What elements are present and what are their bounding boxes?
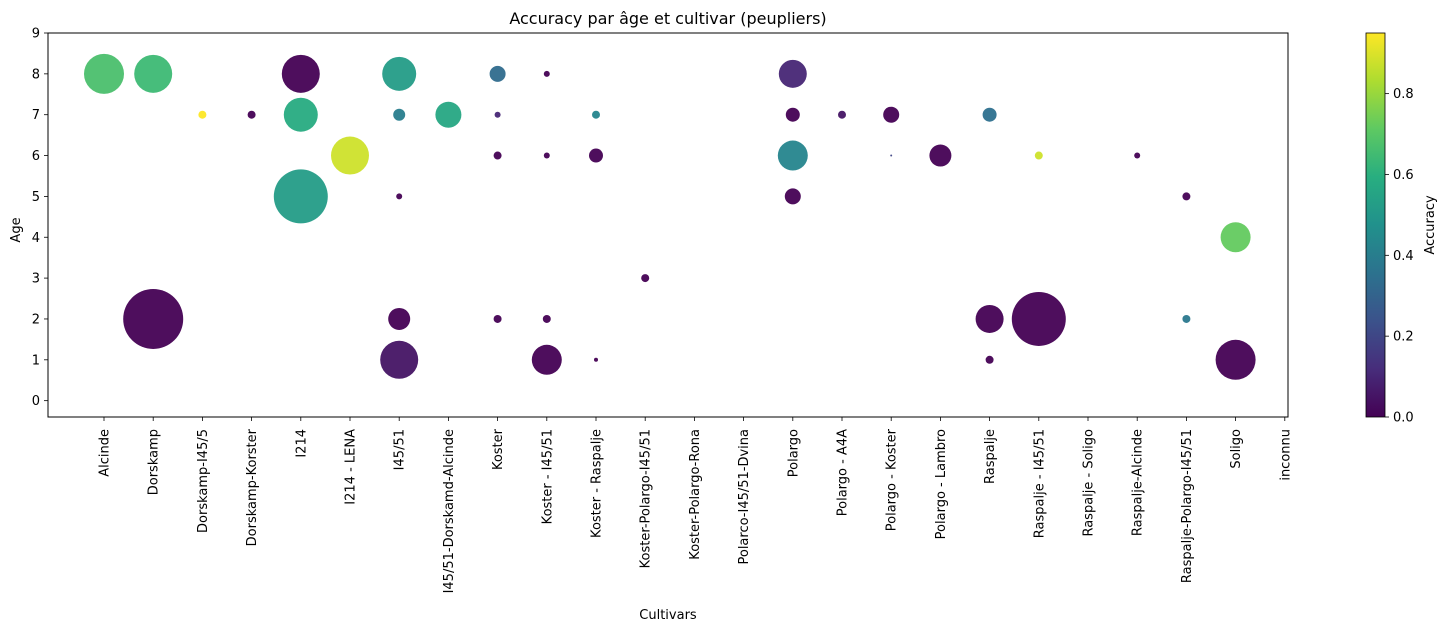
data-point (890, 154, 893, 157)
data-point (778, 59, 807, 88)
data-point (543, 152, 550, 159)
colorbar-tick-label: 0.8 (1393, 87, 1414, 102)
x-tick-label: Raspalje (983, 429, 998, 484)
data-point (1215, 339, 1256, 380)
data-point (273, 169, 328, 224)
x-tick-label: Polargo - Koster (885, 428, 900, 531)
data-point (785, 107, 800, 122)
x-tick-label: Koster - I45/51 (540, 429, 555, 524)
data-point (592, 110, 600, 119)
data-point (784, 188, 801, 205)
x-tick-label: Raspalje-Alcinde (1131, 429, 1146, 536)
y-axis-ticks: 0 1 2 3 4 5 6 7 8 9 (32, 27, 48, 409)
data-point (1182, 314, 1191, 323)
y-tick-label: 4 (32, 231, 40, 246)
y-tick-label: 2 (32, 312, 40, 327)
data-point (1220, 222, 1251, 253)
data-point (883, 106, 900, 123)
data-point (84, 53, 124, 94)
x-tick-label: Polargo (786, 429, 801, 477)
y-tick-label: 6 (32, 149, 40, 164)
x-tick-label: Koster - Raspalje (590, 429, 605, 538)
x-tick-label: inconnu (1278, 429, 1293, 481)
colorbar-label: Accuracy (1423, 195, 1438, 255)
y-tick-label: 7 (32, 108, 40, 123)
y-tick-label: 9 (32, 27, 40, 42)
data-point (1182, 192, 1191, 201)
x-tick-label: Soligo (1229, 429, 1244, 469)
data-point (393, 108, 406, 121)
data-point (380, 340, 419, 379)
x-tick-label: I45/51-Dorskamd-Alcinde (442, 429, 457, 593)
data-point (331, 136, 369, 175)
colorbar-tick-label: 0.4 (1393, 249, 1414, 264)
x-tick-label: Dorskamp-Korster (245, 428, 260, 546)
y-tick-label: 5 (32, 190, 40, 205)
data-point (543, 70, 550, 77)
data-point (929, 144, 952, 167)
x-tick-label: Koster-Polargo-I45/51 (639, 429, 654, 568)
x-tick-label: Koster (491, 428, 506, 470)
colorbar (1365, 32, 1386, 418)
points-layer (84, 53, 1256, 380)
x-tick-label: I45/51 (393, 429, 408, 470)
plot-frame (47, 32, 1289, 418)
x-tick-label: Raspalje - I45/51 (1032, 429, 1047, 538)
data-point (1134, 152, 1141, 159)
data-point (493, 314, 502, 323)
x-tick-label: Polarco-I45/51-Dvina (737, 429, 752, 565)
data-point (1011, 291, 1066, 346)
data-point (493, 151, 502, 160)
data-point (396, 193, 403, 200)
colorbar-tick-label: 0.6 (1393, 168, 1414, 183)
x-tick-label: I214 - LENA (344, 429, 359, 505)
data-point (388, 307, 411, 330)
y-tick-label: 8 (32, 67, 40, 82)
data-point (382, 56, 417, 91)
y-tick-label: 3 (32, 272, 40, 287)
data-point (247, 110, 256, 119)
x-tick-label: I214 (294, 429, 309, 458)
data-point (1034, 151, 1043, 160)
data-point (283, 97, 318, 132)
x-tick-label: Raspalje - Soligo (1082, 429, 1097, 537)
x-tick-label: Koster-Polargo-Rona (688, 429, 703, 560)
data-point (435, 101, 462, 128)
data-point (641, 274, 650, 283)
data-point (281, 54, 320, 93)
x-tick-label: Alcinde (98, 429, 113, 477)
data-point (777, 140, 808, 171)
data-point (985, 355, 994, 364)
data-point (975, 304, 1004, 333)
y-tick-label: 0 (32, 394, 40, 409)
data-point (123, 288, 184, 349)
y-tick-label: 1 (32, 353, 40, 368)
x-axis-ticks: Alcinde Dorskamp Dorskamp-I45/5 Dorskamp-Ko… (98, 417, 1293, 593)
data-point (542, 314, 551, 323)
data-point (982, 107, 997, 122)
colorbar-tick-label: 0.2 (1393, 330, 1414, 345)
x-tick-label: Polargo - Lambro (934, 429, 949, 539)
data-point (134, 54, 173, 93)
x-tick-label: Polargo - A4A (836, 429, 851, 516)
x-axis-label: Cultivars (639, 608, 697, 623)
data-point (531, 344, 562, 375)
data-point (589, 148, 603, 163)
data-point (838, 110, 846, 119)
data-point (198, 110, 207, 119)
y-axis-label: Age (9, 217, 24, 242)
x-tick-label: Raspalje-Polargo-I45/51 (1180, 429, 1195, 583)
data-point (489, 65, 506, 82)
data-point (594, 357, 598, 362)
colorbar-ticks: 0.0 0.2 0.4 0.6 0.8 (1385, 87, 1414, 426)
chart-title: Accuracy par âge et cultivar (peupliers) (509, 9, 826, 28)
x-tick-label: Dorskamp-I45/5 (196, 429, 211, 533)
colorbar-tick-label: 0.0 (1393, 411, 1414, 426)
x-tick-label: Dorskamp (147, 429, 162, 495)
data-point (494, 111, 501, 118)
